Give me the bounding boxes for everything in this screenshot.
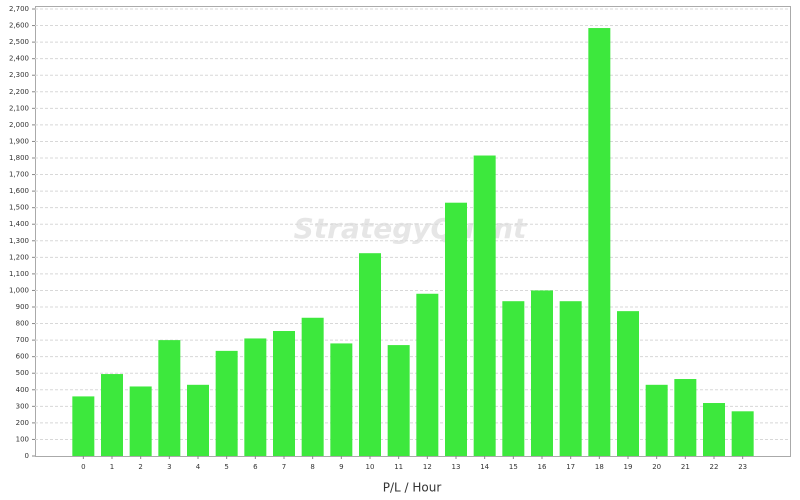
y-tick-label: 400 xyxy=(16,386,29,394)
x-tick-label: 17 xyxy=(566,463,575,471)
bar xyxy=(387,345,410,456)
y-tick-label: 1,500 xyxy=(9,204,29,212)
x-tick-label: 23 xyxy=(738,463,747,471)
y-tick-label: 2,400 xyxy=(9,55,29,63)
y-tick-label: 1,200 xyxy=(9,253,29,261)
y-tick-label: 700 xyxy=(16,336,29,344)
x-tick-label: 5 xyxy=(224,463,228,471)
x-tick-label: 6 xyxy=(253,463,258,471)
x-tick-label: 1 xyxy=(110,463,114,471)
y-tick-label: 1,000 xyxy=(9,286,29,294)
x-tick-label: 10 xyxy=(366,463,375,471)
x-tick-label: 14 xyxy=(480,463,489,471)
x-tick-label: 3 xyxy=(167,463,171,471)
bar xyxy=(359,253,381,456)
y-tick-label: 1,400 xyxy=(9,220,29,228)
x-tick-label: 2 xyxy=(138,463,142,471)
bar xyxy=(416,293,439,456)
x-tick-label: 20 xyxy=(652,463,661,471)
x-tick-label: 9 xyxy=(339,463,343,471)
bar xyxy=(158,340,181,456)
y-tick-label: 1,800 xyxy=(9,154,29,162)
bar xyxy=(502,301,525,456)
x-tick-label: 21 xyxy=(681,463,690,471)
y-tick-label: 200 xyxy=(16,419,29,427)
bar xyxy=(588,28,611,457)
bar xyxy=(445,202,467,456)
y-tick-label: 0 xyxy=(25,452,29,460)
y-tick-label: 500 xyxy=(16,369,29,377)
bar xyxy=(645,384,668,456)
bar xyxy=(731,411,754,456)
bar xyxy=(187,384,209,456)
x-tick-label: 19 xyxy=(624,463,633,471)
y-tick-label: 2,500 xyxy=(9,38,29,46)
x-tick-label: 18 xyxy=(595,463,604,471)
y-tick-label: 1,100 xyxy=(9,270,29,278)
bar xyxy=(559,301,582,456)
bar xyxy=(301,317,324,456)
y-tick-label: 100 xyxy=(16,435,29,443)
x-tick-label: 15 xyxy=(509,463,518,471)
bar xyxy=(330,343,353,456)
y-tick-label: 2,300 xyxy=(9,71,29,79)
x-tick-label: 8 xyxy=(310,463,314,471)
x-tick-label: 0 xyxy=(81,463,85,471)
x-tick-label: 4 xyxy=(196,463,201,471)
x-tick-label: 7 xyxy=(282,463,286,471)
bar xyxy=(101,374,123,456)
y-tick-label: 600 xyxy=(16,353,29,361)
bar xyxy=(674,379,697,456)
bar xyxy=(531,290,553,456)
y-tick-label: 900 xyxy=(16,303,29,311)
bar xyxy=(703,403,725,456)
x-tick-label: 12 xyxy=(423,463,432,471)
y-tick-label: 2,700 xyxy=(9,5,29,13)
bar xyxy=(129,386,152,456)
bar xyxy=(215,350,238,456)
bar xyxy=(617,311,639,456)
y-tick-label: 2,200 xyxy=(9,88,29,96)
y-tick-label: 2,600 xyxy=(9,22,29,30)
bar xyxy=(473,155,496,456)
x-axis-label: P/L / Hour xyxy=(383,481,442,495)
bar xyxy=(273,331,295,456)
y-tick-label: 800 xyxy=(16,320,29,328)
x-tick-label: 11 xyxy=(394,463,403,471)
bar xyxy=(244,338,267,456)
y-tick-label: 1,700 xyxy=(9,171,29,179)
y-tick-label: 2,100 xyxy=(9,104,29,112)
y-tick-label: 300 xyxy=(16,402,29,410)
y-tick-label: 2,000 xyxy=(9,121,29,129)
bar xyxy=(72,396,95,456)
x-tick-label: 22 xyxy=(710,463,719,471)
x-tick-label: 13 xyxy=(452,463,461,471)
y-tick-label: 1,300 xyxy=(9,237,29,245)
y-tick-label: 1,900 xyxy=(9,137,29,145)
y-tick-label: 1,600 xyxy=(9,187,29,195)
x-tick-label: 16 xyxy=(538,463,547,471)
